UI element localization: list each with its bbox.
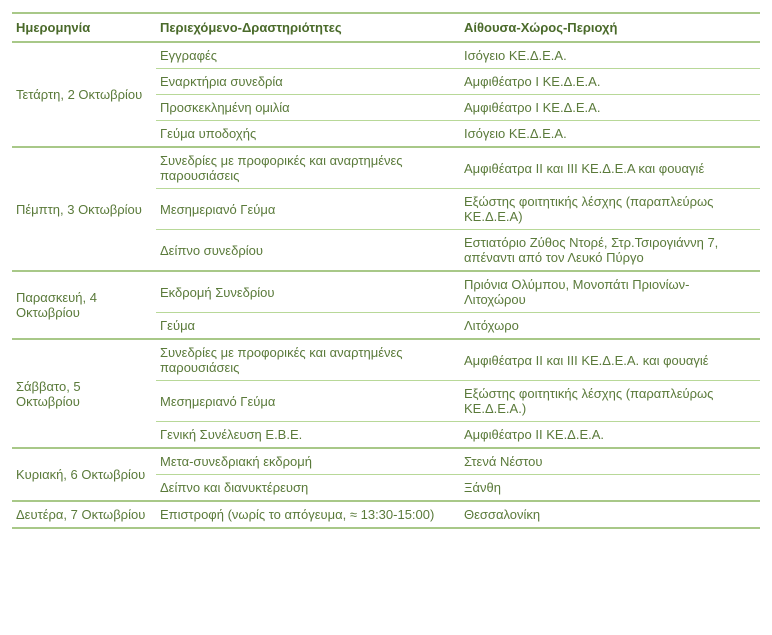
location-cell: Εξώστης φοιτητικής λέσχης (παραπλεύρως Κ… (460, 189, 760, 230)
header-date: Ημερομηνία (12, 13, 156, 42)
table-row: Πέμπτη, 3 ΟκτωβρίουΣυνεδρίες με προφορικ… (12, 147, 760, 189)
location-cell: Αμφιθέατρο I ΚΕ.Δ.Ε.Α. (460, 95, 760, 121)
activity-cell: Εκδρομή Συνεδρίου (156, 271, 460, 313)
location-cell: Θεσσαλονίκη (460, 501, 760, 528)
header-activity: Περιεχόμενο-Δραστηριότητες (156, 13, 460, 42)
table-row: Παρασκευή, 4 ΟκτωβρίουΕκδρομή ΣυνεδρίουΠ… (12, 271, 760, 313)
activity-cell: Γεύμα υποδοχής (156, 121, 460, 148)
date-cell: Κυριακή, 6 Οκτωβρίου (12, 448, 156, 501)
activity-cell: Συνεδρίες με προφορικές και αναρτημένες … (156, 339, 460, 381)
location-cell: Εστιατόριο Ζύθος Ντορέ, Στρ.Τσιρογιάννη … (460, 230, 760, 272)
header-row: Ημερομηνία Περιεχόμενο-Δραστηριότητες Αί… (12, 13, 760, 42)
schedule-table: Ημερομηνία Περιεχόμενο-Δραστηριότητες Αί… (12, 12, 760, 529)
location-cell: Πριόνια Ολύμπου, Μονοπάτι Πριονίων-Λιτοχ… (460, 271, 760, 313)
table-row: Δευτέρα, 7 ΟκτωβρίουΕπιστροφή (νωρίς το … (12, 501, 760, 528)
location-cell: Αμφιθέατρα II και III ΚΕ.Δ.Ε.Α. και φουα… (460, 339, 760, 381)
table-row: Σάββατο, 5 ΟκτωβρίουΣυνεδρίες με προφορι… (12, 339, 760, 381)
activity-cell: Συνεδρίες με προφορικές και αναρτημένες … (156, 147, 460, 189)
date-cell: Πέμπτη, 3 Οκτωβρίου (12, 147, 156, 271)
header-location: Αίθουσα-Χώρος-Περιοχή (460, 13, 760, 42)
date-cell: Τετάρτη, 2 Οκτωβρίου (12, 42, 156, 147)
activity-cell: Μεσημεριανό Γεύμα (156, 189, 460, 230)
activity-cell: Επιστροφή (νωρίς το απόγευμα, ≈ 13:30-15… (156, 501, 460, 528)
location-cell: Ξάνθη (460, 475, 760, 502)
activity-cell: Δείπνο συνεδρίου (156, 230, 460, 272)
location-cell: Εξώστης φοιτητικής λέσχης (παραπλεύρως Κ… (460, 381, 760, 422)
location-cell: Λιτόχωρο (460, 313, 760, 340)
activity-cell: Προσκεκλημένη ομιλία (156, 95, 460, 121)
location-cell: Ισόγειο ΚΕ.Δ.Ε.Α. (460, 42, 760, 69)
table-row: Τετάρτη, 2 ΟκτωβρίουΕγγραφέςΙσόγειο ΚΕ.Δ… (12, 42, 760, 69)
activity-cell: Μετα-συνεδριακή εκδρομή (156, 448, 460, 475)
table-row: Κυριακή, 6 ΟκτωβρίουΜετα-συνεδριακή εκδρ… (12, 448, 760, 475)
date-cell: Δευτέρα, 7 Οκτωβρίου (12, 501, 156, 528)
activity-cell: Μεσημεριανό Γεύμα (156, 381, 460, 422)
activity-cell: Εγγραφές (156, 42, 460, 69)
date-cell: Παρασκευή, 4 Οκτωβρίου (12, 271, 156, 339)
activity-cell: Γενική Συνέλευση Ε.Β.Ε. (156, 422, 460, 449)
date-cell: Σάββατο, 5 Οκτωβρίου (12, 339, 156, 448)
location-cell: Ισόγειο ΚΕ.Δ.Ε.Α. (460, 121, 760, 148)
activity-cell: Γεύμα (156, 313, 460, 340)
location-cell: Αμφιθέατρο II ΚΕ.Δ.Ε.Α. (460, 422, 760, 449)
location-cell: Στενά Νέστου (460, 448, 760, 475)
location-cell: Αμφιθέατρα II και III ΚΕ.Δ.Ε.Α και φουαγ… (460, 147, 760, 189)
activity-cell: Δείπνο και διανυκτέρευση (156, 475, 460, 502)
location-cell: Αμφιθέατρο I ΚΕ.Δ.Ε.Α. (460, 69, 760, 95)
activity-cell: Εναρκτήρια συνεδρία (156, 69, 460, 95)
